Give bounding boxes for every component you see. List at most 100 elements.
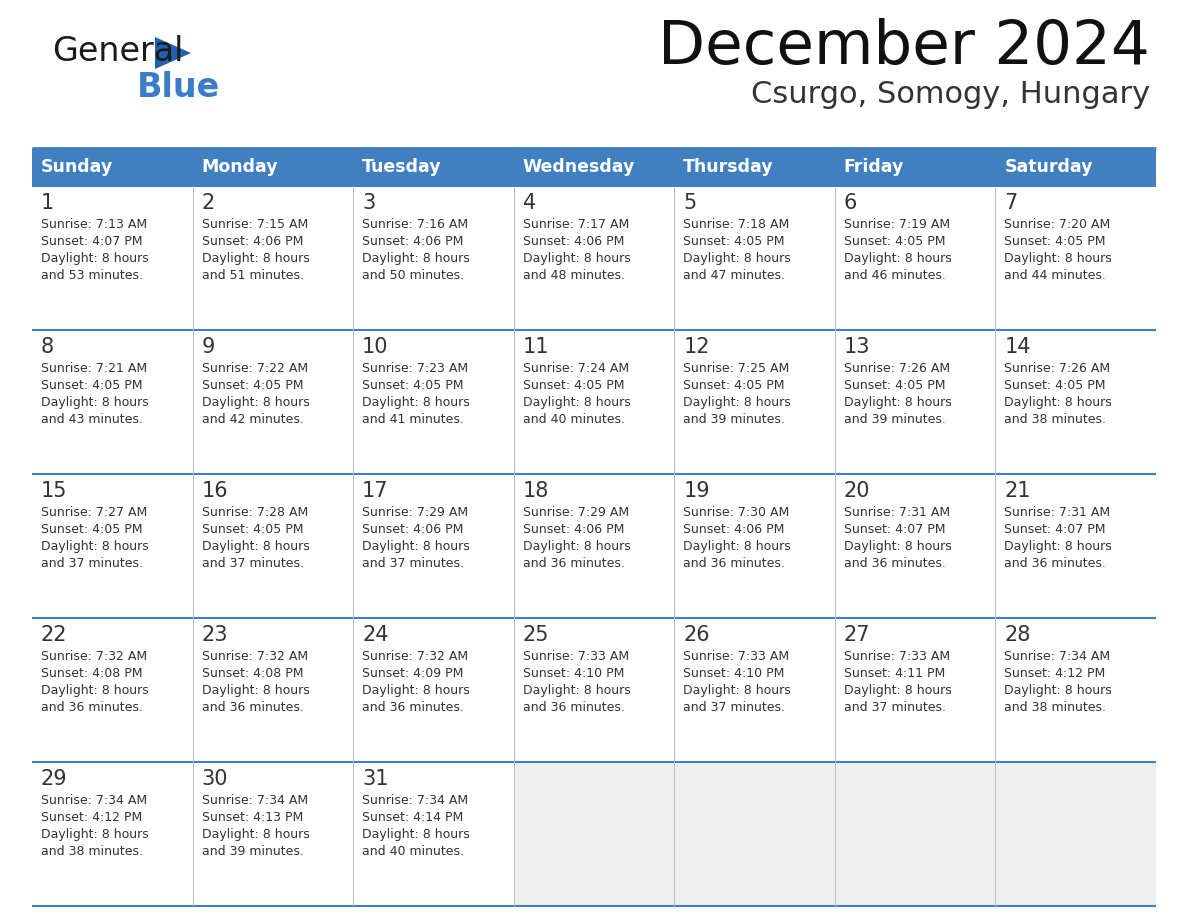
Text: Sunset: 4:08 PM: Sunset: 4:08 PM	[42, 667, 143, 680]
Text: 20: 20	[843, 481, 871, 501]
Text: 26: 26	[683, 625, 710, 645]
Text: Sunday: Sunday	[42, 158, 113, 176]
Text: and 36 minutes.: and 36 minutes.	[1004, 557, 1106, 570]
Text: Thursday: Thursday	[683, 158, 773, 176]
Text: Daylight: 8 hours: Daylight: 8 hours	[523, 540, 631, 553]
Text: December 2024: December 2024	[658, 18, 1150, 77]
Text: and 39 minutes.: and 39 minutes.	[683, 413, 785, 426]
Text: 14: 14	[1004, 337, 1031, 357]
Text: Daylight: 8 hours: Daylight: 8 hours	[523, 252, 631, 265]
Text: Daylight: 8 hours: Daylight: 8 hours	[362, 396, 470, 409]
Text: Sunset: 4:05 PM: Sunset: 4:05 PM	[202, 379, 303, 392]
Polygon shape	[154, 37, 191, 69]
Text: 1: 1	[42, 193, 55, 213]
Bar	[513, 330, 675, 474]
Bar	[996, 474, 1156, 618]
Bar	[835, 618, 996, 762]
Text: and 36 minutes.: and 36 minutes.	[362, 701, 465, 714]
Text: Sunrise: 7:17 AM: Sunrise: 7:17 AM	[523, 218, 628, 231]
Bar	[996, 618, 1156, 762]
Text: 22: 22	[42, 625, 68, 645]
Text: Sunset: 4:07 PM: Sunset: 4:07 PM	[1004, 523, 1106, 536]
Text: Daylight: 8 hours: Daylight: 8 hours	[362, 252, 470, 265]
Text: Sunrise: 7:31 AM: Sunrise: 7:31 AM	[1004, 506, 1111, 519]
Text: and 37 minutes.: and 37 minutes.	[843, 701, 946, 714]
Text: 18: 18	[523, 481, 549, 501]
Text: 21: 21	[1004, 481, 1031, 501]
Text: Sunrise: 7:26 AM: Sunrise: 7:26 AM	[1004, 362, 1111, 375]
Text: Daylight: 8 hours: Daylight: 8 hours	[843, 684, 952, 697]
Text: Sunset: 4:13 PM: Sunset: 4:13 PM	[202, 811, 303, 824]
Text: Sunset: 4:05 PM: Sunset: 4:05 PM	[683, 379, 785, 392]
Text: and 41 minutes.: and 41 minutes.	[362, 413, 465, 426]
Text: 10: 10	[362, 337, 388, 357]
Text: Sunrise: 7:20 AM: Sunrise: 7:20 AM	[1004, 218, 1111, 231]
Bar	[835, 762, 996, 906]
Text: Sunrise: 7:25 AM: Sunrise: 7:25 AM	[683, 362, 790, 375]
Bar	[996, 762, 1156, 906]
Bar	[353, 330, 513, 474]
Text: 4: 4	[523, 193, 536, 213]
Bar	[32, 618, 192, 762]
Bar	[996, 330, 1156, 474]
Text: and 36 minutes.: and 36 minutes.	[843, 557, 946, 570]
Text: and 36 minutes.: and 36 minutes.	[523, 557, 625, 570]
Text: and 38 minutes.: and 38 minutes.	[1004, 701, 1106, 714]
Text: Sunset: 4:11 PM: Sunset: 4:11 PM	[843, 667, 946, 680]
Text: Sunset: 4:05 PM: Sunset: 4:05 PM	[523, 379, 624, 392]
Bar	[513, 186, 675, 330]
Text: Sunset: 4:05 PM: Sunset: 4:05 PM	[42, 523, 143, 536]
Bar	[675, 186, 835, 330]
Text: Daylight: 8 hours: Daylight: 8 hours	[1004, 684, 1112, 697]
Text: and 38 minutes.: and 38 minutes.	[1004, 413, 1106, 426]
Text: and 36 minutes.: and 36 minutes.	[523, 701, 625, 714]
Text: 28: 28	[1004, 625, 1031, 645]
Text: Daylight: 8 hours: Daylight: 8 hours	[683, 396, 791, 409]
Text: Sunrise: 7:30 AM: Sunrise: 7:30 AM	[683, 506, 790, 519]
Text: Sunrise: 7:13 AM: Sunrise: 7:13 AM	[42, 218, 147, 231]
Bar	[192, 762, 353, 906]
Text: Sunset: 4:05 PM: Sunset: 4:05 PM	[362, 379, 463, 392]
Bar	[32, 186, 192, 330]
Text: Sunset: 4:07 PM: Sunset: 4:07 PM	[42, 235, 143, 248]
Text: Friday: Friday	[843, 158, 904, 176]
Text: Sunrise: 7:22 AM: Sunrise: 7:22 AM	[202, 362, 308, 375]
Text: Sunrise: 7:34 AM: Sunrise: 7:34 AM	[362, 794, 468, 807]
Bar	[835, 330, 996, 474]
Text: 25: 25	[523, 625, 549, 645]
Text: 5: 5	[683, 193, 696, 213]
Text: Sunrise: 7:34 AM: Sunrise: 7:34 AM	[42, 794, 147, 807]
Text: Daylight: 8 hours: Daylight: 8 hours	[202, 540, 309, 553]
Text: and 40 minutes.: and 40 minutes.	[362, 845, 465, 858]
Text: 3: 3	[362, 193, 375, 213]
Text: Csurgo, Somogy, Hungary: Csurgo, Somogy, Hungary	[751, 80, 1150, 109]
Text: Sunset: 4:10 PM: Sunset: 4:10 PM	[683, 667, 784, 680]
Text: 7: 7	[1004, 193, 1018, 213]
Text: Daylight: 8 hours: Daylight: 8 hours	[843, 540, 952, 553]
Bar	[353, 762, 513, 906]
Text: Daylight: 8 hours: Daylight: 8 hours	[202, 684, 309, 697]
Text: Daylight: 8 hours: Daylight: 8 hours	[1004, 396, 1112, 409]
Bar	[192, 618, 353, 762]
Text: 30: 30	[202, 769, 228, 789]
Text: and 37 minutes.: and 37 minutes.	[42, 557, 143, 570]
Text: Sunset: 4:06 PM: Sunset: 4:06 PM	[362, 235, 463, 248]
Bar	[835, 186, 996, 330]
Text: Sunrise: 7:26 AM: Sunrise: 7:26 AM	[843, 362, 950, 375]
Bar	[513, 618, 675, 762]
Text: Sunrise: 7:34 AM: Sunrise: 7:34 AM	[202, 794, 308, 807]
Text: 8: 8	[42, 337, 55, 357]
Text: Sunrise: 7:21 AM: Sunrise: 7:21 AM	[42, 362, 147, 375]
Text: 12: 12	[683, 337, 709, 357]
Text: Daylight: 8 hours: Daylight: 8 hours	[683, 540, 791, 553]
Text: 24: 24	[362, 625, 388, 645]
Text: Sunrise: 7:19 AM: Sunrise: 7:19 AM	[843, 218, 950, 231]
Text: Daylight: 8 hours: Daylight: 8 hours	[202, 396, 309, 409]
Text: Sunrise: 7:34 AM: Sunrise: 7:34 AM	[1004, 650, 1111, 663]
Text: Sunrise: 7:24 AM: Sunrise: 7:24 AM	[523, 362, 628, 375]
Text: and 36 minutes.: and 36 minutes.	[202, 701, 303, 714]
Text: Sunrise: 7:33 AM: Sunrise: 7:33 AM	[843, 650, 950, 663]
Text: and 37 minutes.: and 37 minutes.	[362, 557, 465, 570]
Text: Daylight: 8 hours: Daylight: 8 hours	[843, 396, 952, 409]
Bar	[353, 186, 513, 330]
